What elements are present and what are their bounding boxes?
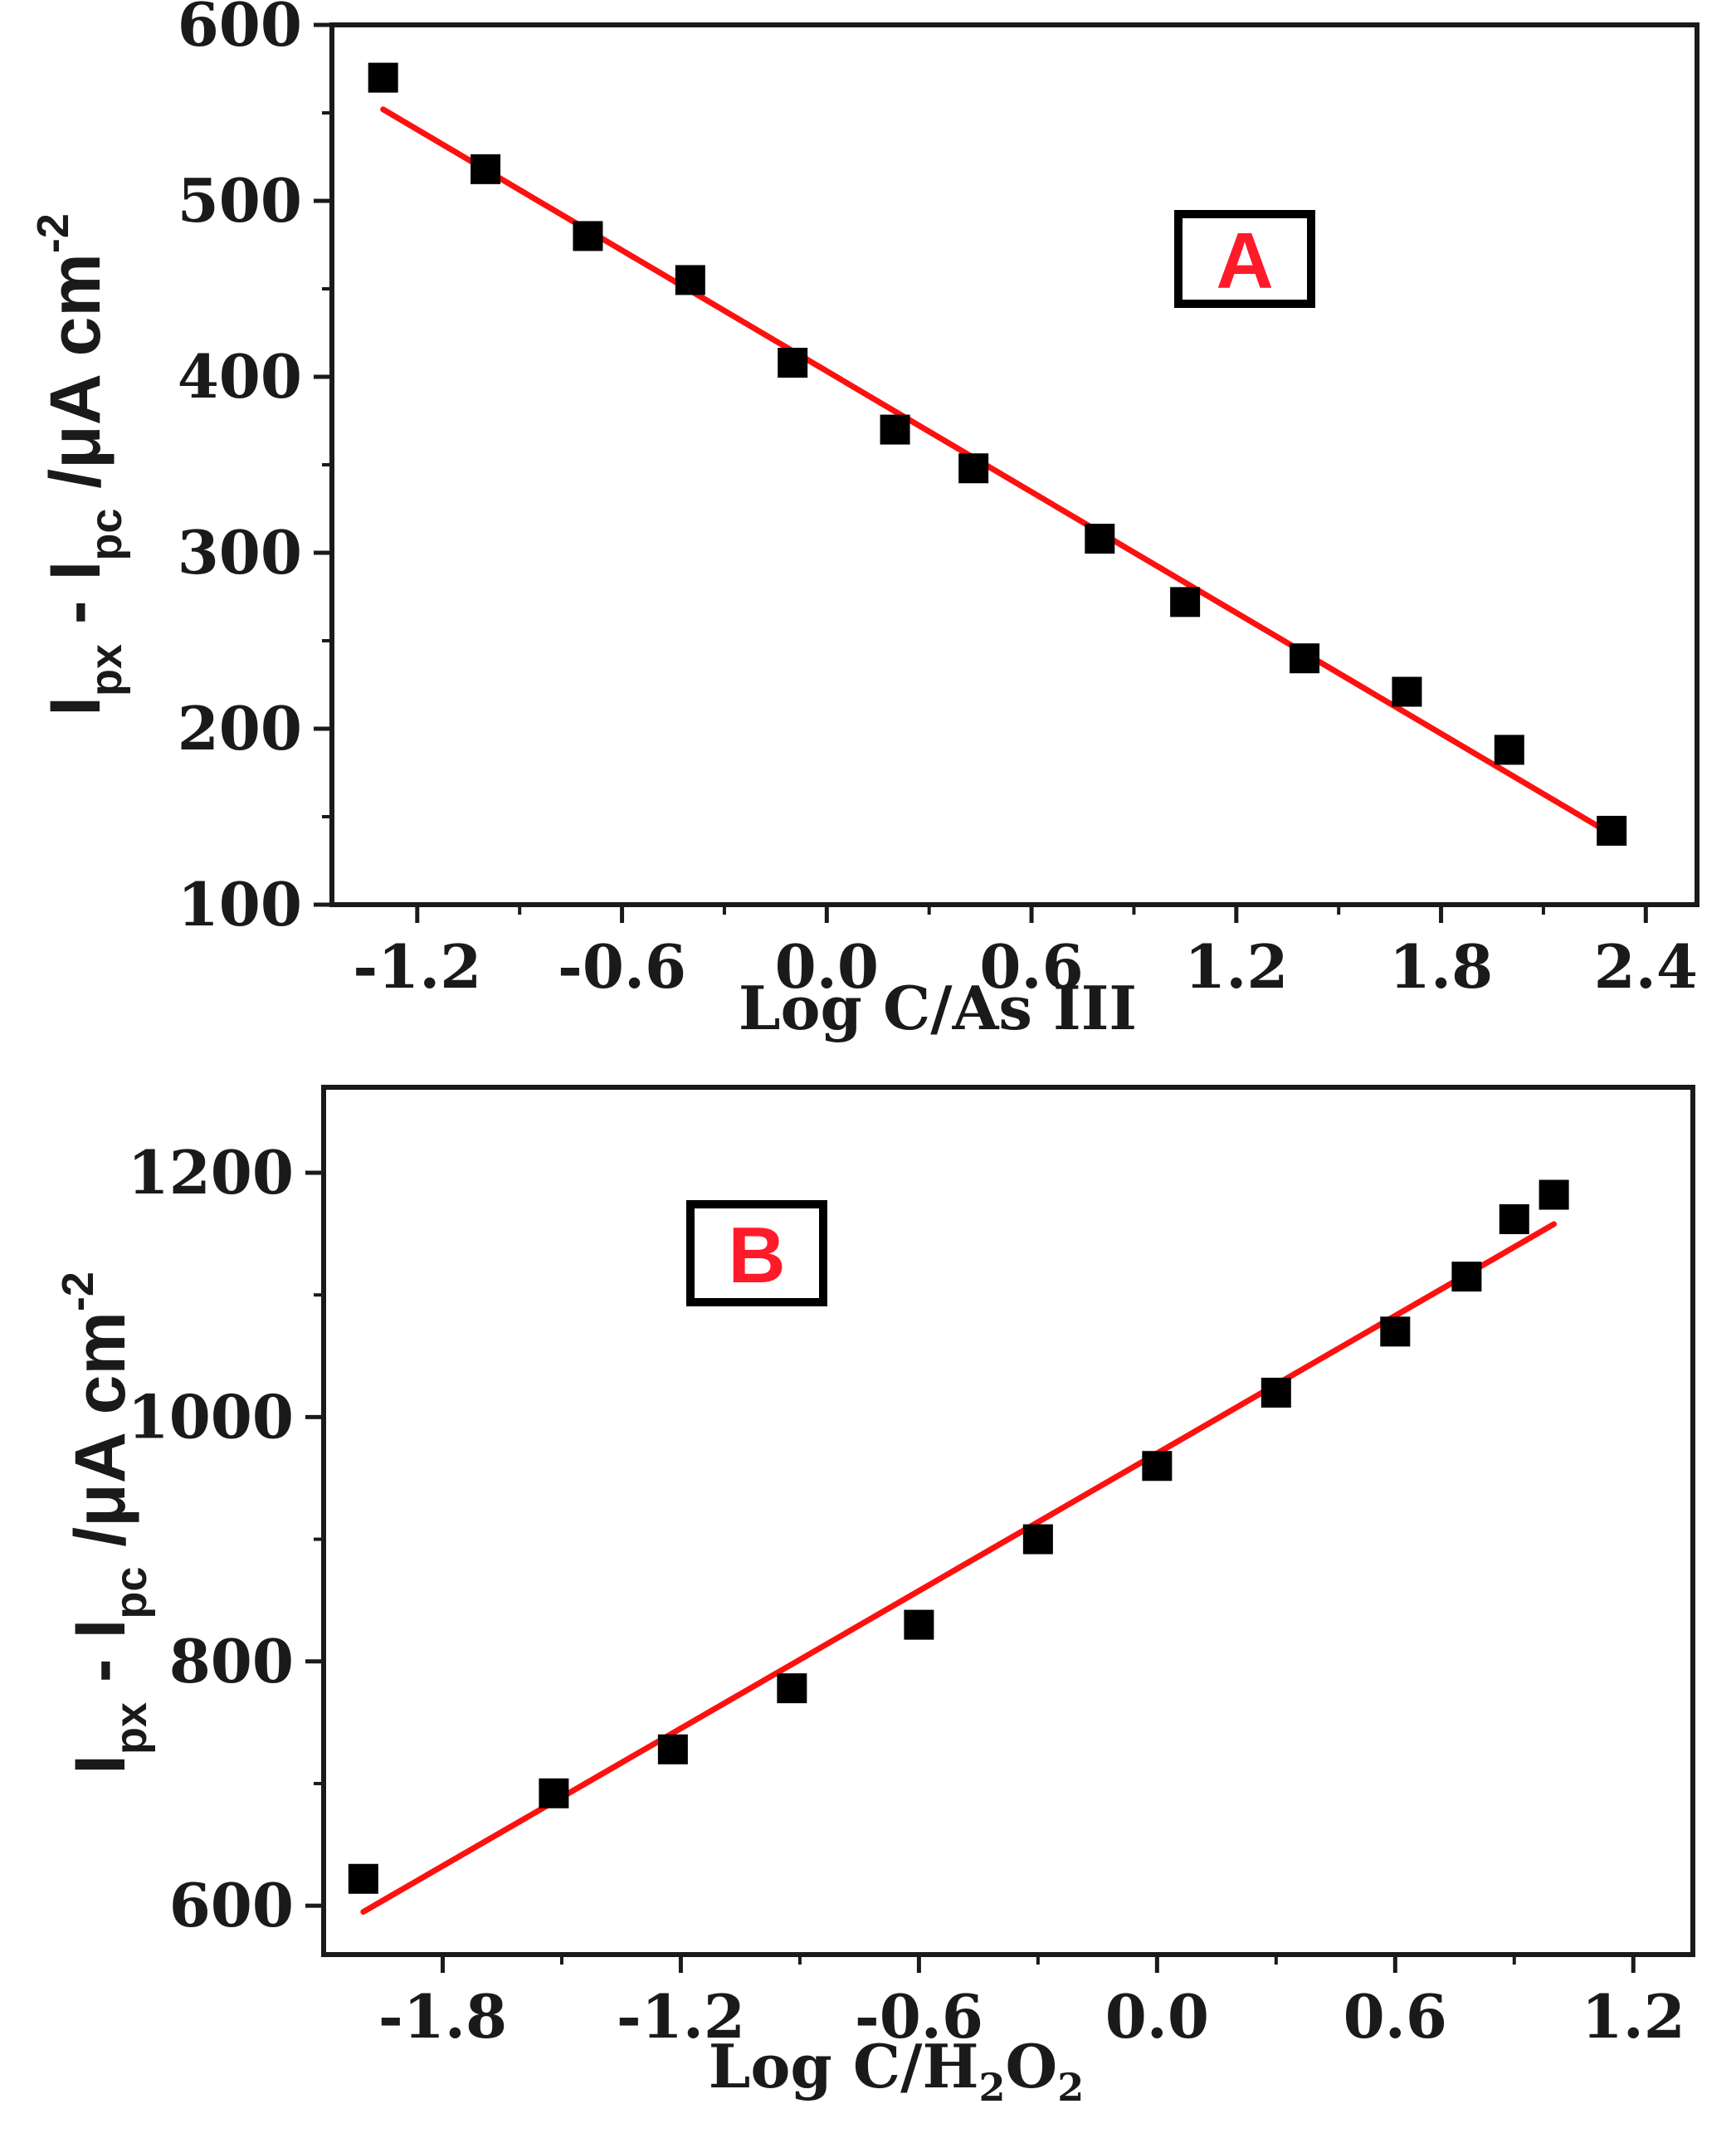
x-axis-title: Log C/As III bbox=[739, 973, 1137, 1043]
y-tick-label: 600 bbox=[178, 0, 302, 60]
data-point bbox=[777, 1673, 807, 1704]
data-point bbox=[880, 414, 910, 445]
x-axis-title: Log C/H2O2 bbox=[709, 2031, 1084, 2110]
data-point bbox=[675, 265, 705, 295]
data-point bbox=[1499, 1203, 1529, 1234]
x-tick-label: -0.6 bbox=[855, 1981, 983, 2052]
data-point bbox=[1022, 1524, 1053, 1555]
x-tick-label: 1.2 bbox=[1582, 1981, 1685, 2052]
x-tick-label: -0.6 bbox=[558, 931, 686, 1002]
y-tick-label: 400 bbox=[178, 341, 302, 412]
x-tick-label: 2.4 bbox=[1594, 931, 1698, 1002]
y-tick-label: 1000 bbox=[128, 1381, 294, 1452]
x-tick-label: 0.6 bbox=[979, 931, 1083, 1002]
data-point bbox=[1085, 524, 1115, 554]
chart-panel-b: 600 800 1000 1200 -1.8 -1.2 -0.6 0.0 0.6 1.2 Log… bbox=[53, 1085, 1695, 2110]
y-axis-title: Ipx - Ipc /μA cm-2 bbox=[28, 213, 131, 716]
data-point bbox=[958, 453, 989, 484]
x-axis: -1.2 -0.6 0.0 0.6 1.2 1.8 2.4 bbox=[353, 905, 1698, 1002]
data-point bbox=[1539, 1179, 1569, 1210]
y-tick-label: 800 bbox=[169, 1626, 294, 1696]
panel-letter: B bbox=[728, 1211, 785, 1300]
y-axis: 100 200 300 400 500 600 bbox=[178, 0, 332, 940]
data-point bbox=[348, 1863, 378, 1894]
y-tick-label: 200 bbox=[178, 693, 302, 764]
data-point bbox=[368, 62, 398, 93]
plot-frame bbox=[321, 1085, 1695, 1957]
panel-letter: A bbox=[1216, 217, 1273, 305]
x-tick-label: -1.2 bbox=[617, 1981, 745, 2052]
data-point bbox=[1494, 735, 1524, 765]
data-point bbox=[1392, 676, 1422, 707]
chart-panel-a: 100 200 300 400 500 600 -1.2 -0.6 0.0 0.6 1.2 1.8 2… bbox=[28, 0, 1699, 1043]
y-tick-label: 100 bbox=[178, 869, 302, 940]
x-tick-label: -1.2 bbox=[353, 931, 481, 1002]
x-tick-label: 1.8 bbox=[1389, 931, 1493, 1002]
x-tick-label: 0.0 bbox=[1105, 1981, 1209, 2052]
data-point bbox=[539, 1778, 569, 1809]
data-point bbox=[1170, 587, 1201, 617]
data-point bbox=[1142, 1451, 1173, 1481]
x-tick-label: -1.8 bbox=[378, 1981, 507, 2052]
x-tick-label: 0.0 bbox=[775, 931, 879, 1002]
data-points bbox=[368, 62, 1627, 846]
x-axis: -1.8 -1.2 -0.6 0.0 0.6 1.2 bbox=[378, 1955, 1685, 2052]
data-point bbox=[1380, 1316, 1411, 1347]
data-point bbox=[1290, 643, 1320, 674]
data-point bbox=[904, 1609, 934, 1640]
y-tick-label: 1200 bbox=[128, 1137, 294, 1208]
data-point bbox=[1451, 1262, 1482, 1292]
data-point bbox=[573, 221, 603, 251]
x-tick-label: 1.2 bbox=[1184, 931, 1288, 1002]
y-axis: 600 800 1000 1200 bbox=[128, 1137, 324, 1940]
data-point bbox=[657, 1734, 688, 1765]
panel-label-a: A bbox=[1174, 210, 1315, 308]
data-point bbox=[1597, 815, 1627, 846]
y-tick-label: 300 bbox=[178, 517, 302, 588]
panel-label-b: B bbox=[686, 1200, 827, 1306]
data-point bbox=[1261, 1377, 1291, 1408]
y-tick-label: 500 bbox=[178, 165, 302, 236]
data-point bbox=[778, 348, 808, 378]
x-tick-label: 0.6 bbox=[1343, 1981, 1447, 2052]
data-points bbox=[348, 1179, 1569, 1894]
data-point bbox=[471, 154, 501, 184]
y-tick-label: 600 bbox=[169, 1870, 294, 1940]
y-axis-title: Ipx - Ipc /μA cm-2 bbox=[53, 1272, 156, 1774]
